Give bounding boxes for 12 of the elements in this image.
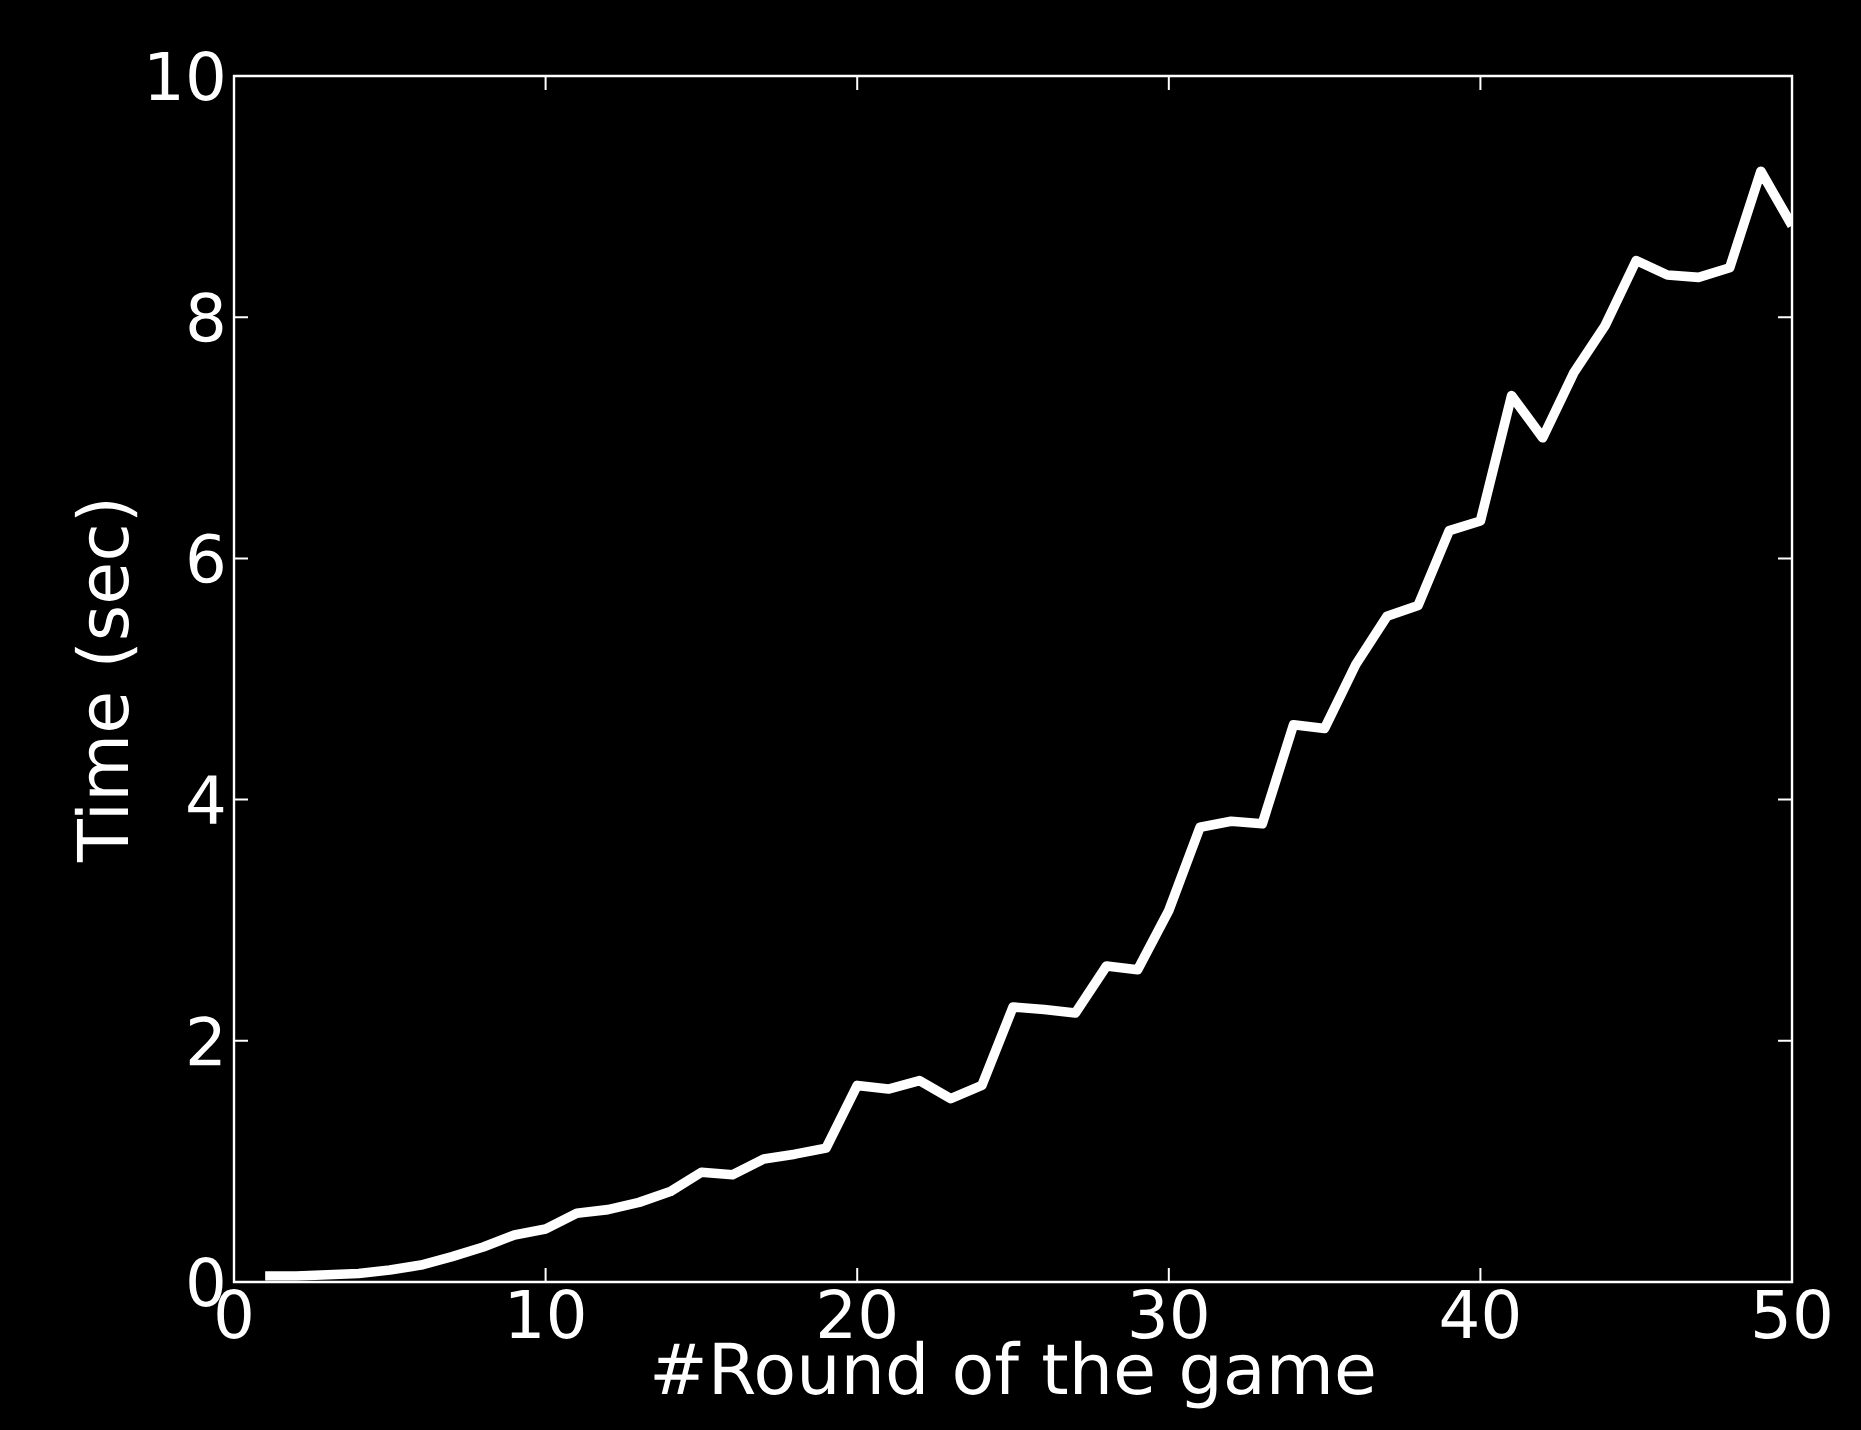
y-tick-label: 6 xyxy=(189,533,223,584)
x-tick-label: 50 xyxy=(1755,1289,1830,1339)
y-tick-label: 8 xyxy=(189,292,223,343)
y-axis-title: Time (sec) xyxy=(74,501,138,863)
x-tick-label: 20 xyxy=(820,1289,895,1339)
x-tick-label: 30 xyxy=(1131,1289,1207,1339)
y-tick-label: 2 xyxy=(189,1016,221,1066)
x-tick-label: 10 xyxy=(510,1289,584,1339)
y-tick-label: 10 xyxy=(150,51,223,101)
y-tick-label: 4 xyxy=(188,775,224,824)
x-axis-title: #Round of the game xyxy=(654,1340,1374,1409)
x-tick-label: 40 xyxy=(1441,1289,1519,1339)
